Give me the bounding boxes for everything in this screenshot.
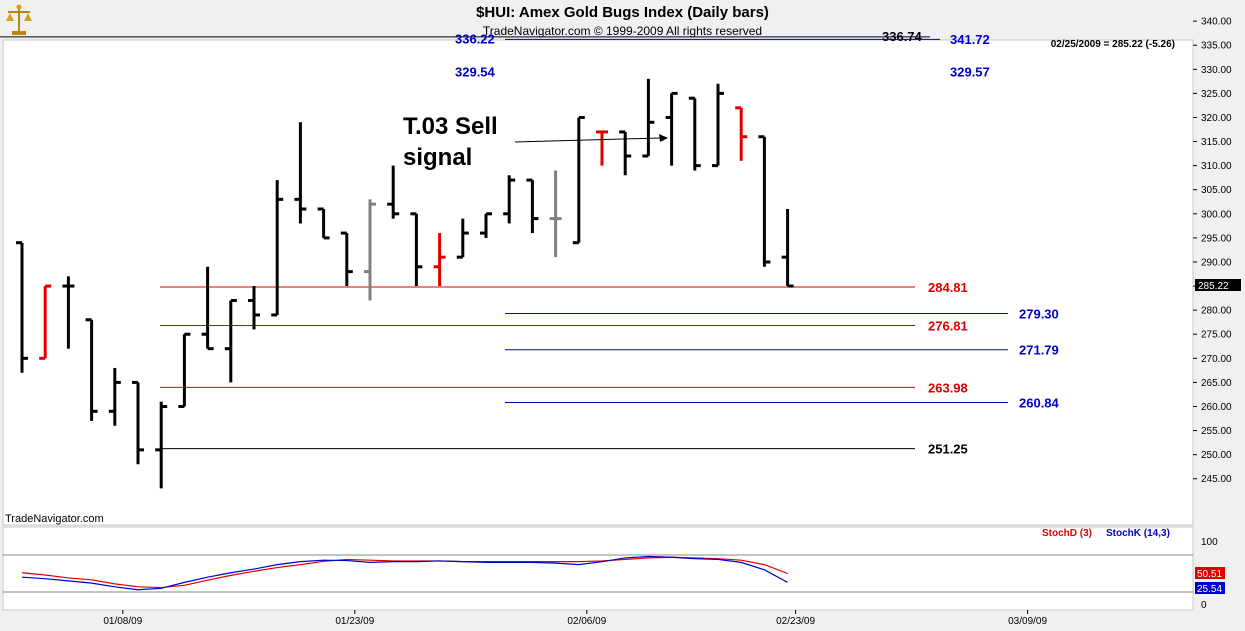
arrow-head-icon [659, 134, 668, 142]
level-label: 279.30 [1019, 307, 1059, 322]
date-readout: 02/25/2009 = 285.22 (-5.26) [1050, 39, 1175, 50]
price-axis-label: 245.00 [1201, 474, 1232, 485]
stoch-value-label: 25.54 [1197, 584, 1222, 595]
level-label: 336.22 [455, 31, 495, 46]
legend-stoch-d: StochD (3) [1042, 528, 1092, 539]
annotation-line-2: signal [403, 144, 473, 171]
price-axis-label: 335.00 [1201, 41, 1232, 52]
level-label: 276.81 [928, 319, 968, 334]
chart-title: $HUI: Amex Gold Bugs Index (Daily bars) [476, 4, 769, 21]
price-axis-label: 265.00 [1201, 378, 1232, 389]
stoch-axis-label: 0 [1201, 600, 1207, 611]
watermark: TradeNavigator.com [5, 513, 104, 525]
stoch-value-box [1195, 567, 1225, 579]
stoch-series-line [21, 555, 788, 591]
level-label: 251.25 [928, 442, 968, 457]
price-axis-label: 330.00 [1201, 65, 1232, 76]
stoch-axis-label: 100 [1201, 537, 1218, 548]
scales-logo-icon [6, 4, 32, 35]
last-price-box [1195, 279, 1241, 291]
price-axis-label: 300.00 [1201, 209, 1232, 220]
price-axis-label: 340.00 [1201, 17, 1232, 28]
level-label: 263.98 [928, 380, 968, 395]
price-axis-label: 270.00 [1201, 354, 1232, 365]
stoch-value-box [1195, 582, 1225, 594]
price-axis-label: 250.00 [1201, 450, 1232, 461]
stoch-series-line [21, 556, 788, 589]
level-label: 336.74 [882, 29, 923, 44]
price-axis-label: 320.00 [1201, 113, 1232, 124]
x-axis-label: 01/08/09 [103, 616, 142, 627]
price-axis-label: 260.00 [1201, 402, 1232, 413]
x-axis-label: 03/09/09 [1008, 616, 1047, 627]
level-label: 284.81 [928, 280, 968, 295]
level-label: 329.57 [950, 64, 990, 79]
price-axis-label: 255.00 [1201, 426, 1232, 437]
chart-subtitle: TradeNavigator.com © 1999-2009 All right… [482, 24, 763, 38]
price-panel [2, 39, 1194, 526]
x-axis-label: 01/23/09 [335, 616, 374, 627]
level-label: 329.54 [455, 65, 496, 80]
stoch-value-label: 50.51 [1197, 569, 1222, 580]
x-axis-label: 02/06/09 [567, 616, 606, 627]
level-label: 260.84 [1019, 395, 1060, 410]
price-axis-label: 275.00 [1201, 330, 1232, 341]
last-price-label: 285.22 [1198, 281, 1229, 292]
price-axis-label: 305.00 [1201, 185, 1232, 196]
legend-stoch-k: StochK (14,3) [1106, 528, 1170, 539]
x-axis-label: 02/23/09 [776, 616, 815, 627]
stoch-panel [2, 526, 1194, 611]
price-axis-label: 310.00 [1201, 161, 1232, 172]
price-axis-label: 290.00 [1201, 257, 1232, 268]
price-axis-label: 325.00 [1201, 89, 1232, 100]
price-axis-label: 295.00 [1201, 233, 1232, 244]
annotation-line-1: T.03 Sell [403, 113, 498, 140]
level-label: 341.72 [950, 32, 990, 47]
price-axis-label: 315.00 [1201, 137, 1232, 148]
price-axis-label: 280.00 [1201, 306, 1232, 317]
level-label: 271.79 [1019, 343, 1059, 358]
annotation-arrow [514, 137, 661, 143]
